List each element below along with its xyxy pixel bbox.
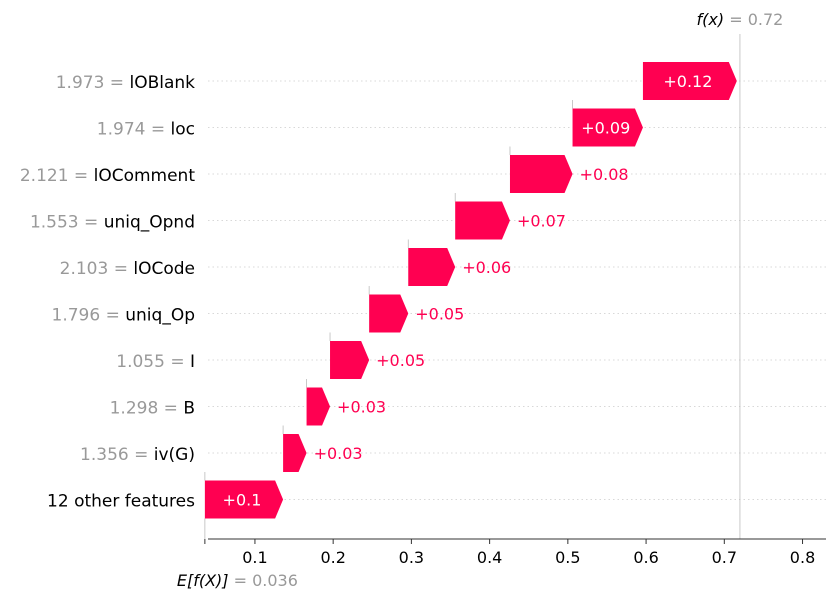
gridlines — [208, 80, 826, 500]
contribution-bar — [306, 387, 331, 426]
feature-name: I — [190, 352, 195, 372]
contribution-bar — [330, 341, 370, 379]
feature-label: 12 other features — [47, 492, 195, 512]
expected-value-annotation: E[f(X)] = 0.036 — [177, 571, 298, 590]
contribution-label: +0.05 — [415, 305, 464, 324]
x-tick-label: 0.8 — [790, 548, 815, 567]
feature-label: 1.973 = lOBlank — [56, 73, 195, 93]
expected-value-symbol: E[f(X)] — [177, 571, 229, 590]
feature-value: 1.298 = — [110, 399, 184, 419]
fx-value: = 0.72 — [724, 10, 783, 29]
feature-labels: +0.12 1.973 = lOBlank +0.09 1.974 = loc +0.0… — [20, 72, 713, 512]
feature-value: 1.055 = — [116, 352, 190, 372]
feature-name: lOBlank — [129, 73, 195, 93]
feature-label: 1.356 = iv(G) — [80, 445, 195, 465]
fx-symbol: f(x) — [697, 10, 725, 29]
feature-label: 2.103 = lOCode — [60, 259, 195, 279]
reference-lines — [204, 34, 741, 539]
expected-value: = 0.036 — [229, 571, 298, 590]
feature-name: lOComment — [94, 166, 196, 186]
contribution-bar — [642, 62, 737, 100]
contribution-label: +0.12 — [663, 72, 712, 91]
feature-value: 2.121 = — [20, 166, 94, 186]
feature-name: 12 other features — [47, 492, 195, 512]
contribution-bar — [369, 294, 409, 333]
x-axis: 0.1 0.2 0.3 0.4 0.5 0.6 0.7 0.8 — [204, 538, 826, 567]
contribution-label: +0.03 — [314, 444, 363, 463]
contribution-label: +0.05 — [376, 351, 425, 370]
fx-label: f(x) = 0.72 — [697, 10, 784, 29]
fx-annotation: f(x) = 0.72 — [697, 10, 784, 29]
feature-value: 1.796 = — [52, 306, 126, 326]
feature-value: 1.553 = — [30, 213, 104, 233]
feature-label: 1.974 = loc — [97, 120, 195, 140]
feature-value: 1.974 = — [97, 120, 171, 140]
contribution-label: +0.06 — [462, 258, 511, 277]
feature-label: 1.298 = B — [110, 399, 195, 419]
feature-value: 1.356 = — [80, 445, 154, 465]
x-tick-label: 0.7 — [712, 548, 737, 567]
contribution-label: +0.09 — [581, 119, 630, 138]
contribution-bar — [572, 108, 643, 147]
feature-label: 1.055 = I — [116, 352, 195, 372]
x-tick-label: 0.6 — [633, 548, 658, 567]
feature-name: uniq_Op — [125, 306, 195, 326]
x-tick-label: 0.3 — [399, 548, 424, 567]
contribution-bar — [204, 480, 284, 519]
contribution-bars — [204, 62, 737, 519]
contribution-label: +0.07 — [517, 212, 566, 231]
feature-label: 1.796 = uniq_Op — [52, 306, 195, 326]
feature-name: uniq_Opnd — [104, 213, 195, 233]
feature-name: loc — [171, 120, 195, 140]
contribution-label: +0.1 — [223, 491, 262, 510]
x-tick-label: 0.2 — [320, 548, 345, 567]
contribution-bar — [408, 248, 456, 286]
feature-label: 1.553 = uniq_Opnd — [30, 213, 195, 233]
feature-value: 1.973 = — [56, 73, 130, 93]
contribution-label: +0.03 — [337, 398, 386, 417]
feature-name: B — [183, 399, 195, 419]
feature-value: 2.103 = — [60, 259, 134, 279]
x-tick-label: 0.4 — [477, 548, 502, 567]
contribution-label: +0.08 — [580, 165, 629, 184]
x-tick-label: 0.5 — [555, 548, 580, 567]
contribution-bar — [455, 201, 510, 240]
feature-name: lOCode — [133, 259, 195, 279]
contribution-bar — [509, 155, 573, 193]
x-tick-label: 0.1 — [242, 548, 267, 567]
contribution-bar — [283, 434, 307, 472]
expected-value-label: E[f(X)] = 0.036 — [177, 571, 298, 590]
feature-name: iv(G) — [154, 445, 195, 465]
feature-label: 2.121 = lOComment — [20, 166, 195, 186]
